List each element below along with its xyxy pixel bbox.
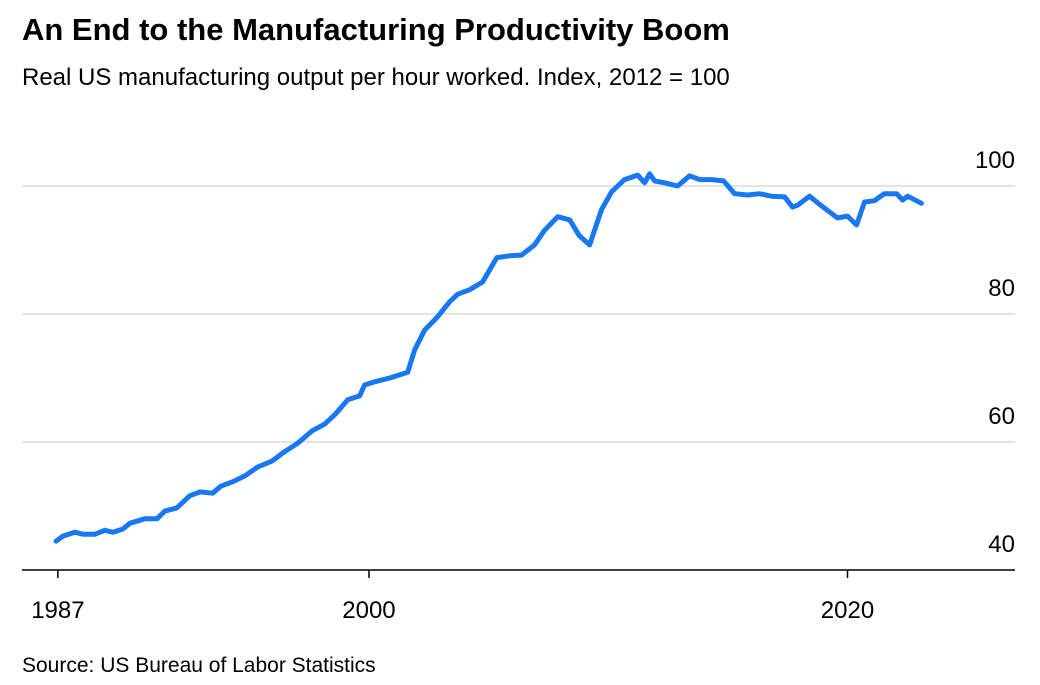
x-tick-label: 1987: [31, 597, 84, 624]
x-tick-label: 2020: [821, 597, 874, 624]
chart-subtitle: Real US manufacturing output per hour wo…: [22, 64, 730, 91]
data-line: [53, 171, 924, 544]
source: Source: US Bureau of Labor Statistics: [22, 654, 376, 677]
chart-title: An End to the Manufacturing Productivity…: [22, 12, 730, 47]
y-tick-label: 80: [988, 275, 1015, 302]
y-tick-label: 60: [988, 403, 1015, 430]
x-tick-label: 2000: [342, 597, 395, 624]
y-tick-label: 40: [988, 531, 1015, 558]
y-tick-label: 100: [975, 147, 1015, 174]
